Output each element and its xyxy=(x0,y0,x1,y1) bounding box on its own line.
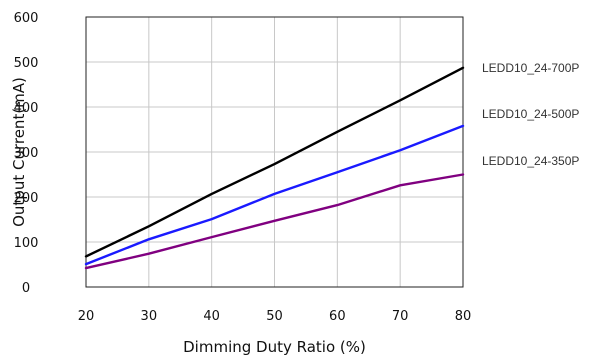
legend-entry: LEDD10_24-500P xyxy=(482,107,579,121)
x-tick-label: 40 xyxy=(203,309,220,324)
series-line xyxy=(84,66,465,258)
y-tick-label: 600 xyxy=(14,11,39,26)
y-tick-label: 400 xyxy=(14,101,39,116)
x-tick-label: 60 xyxy=(329,309,346,324)
y-tick-label: 200 xyxy=(14,191,39,206)
x-tick-label: 20 xyxy=(78,309,95,324)
x-tick-labels: 20 30 40 50 60 70 80 xyxy=(78,309,472,324)
y-tick-label: 300 xyxy=(14,146,39,161)
grid xyxy=(85,16,464,288)
series-line xyxy=(84,124,465,266)
x-tick-label: 80 xyxy=(455,309,472,324)
x-axis-label: Dimming Duty Ratio (%) xyxy=(183,338,366,355)
y-tick-labels: 0 100 200 300 400 500 600 xyxy=(14,11,39,296)
legend-entry: LEDD10_24-350P xyxy=(482,154,579,168)
series-lines xyxy=(84,66,465,270)
y-tick-label: 500 xyxy=(14,56,39,71)
x-tick-label: 50 xyxy=(266,309,283,324)
plot-frame xyxy=(85,16,464,288)
y-tick-label: 100 xyxy=(14,236,39,251)
series-line xyxy=(84,173,465,270)
x-tick-label: 30 xyxy=(141,309,158,324)
x-tick-label: 70 xyxy=(392,309,409,324)
legend: LEDD10_24-700P LEDD10_24-500P LEDD10_24-35… xyxy=(482,61,579,168)
y-axis-label: Output Current(mA) xyxy=(10,77,28,227)
legend-entry: LEDD10_24-700P xyxy=(482,61,579,75)
y-tick-label: 0 xyxy=(22,281,30,296)
